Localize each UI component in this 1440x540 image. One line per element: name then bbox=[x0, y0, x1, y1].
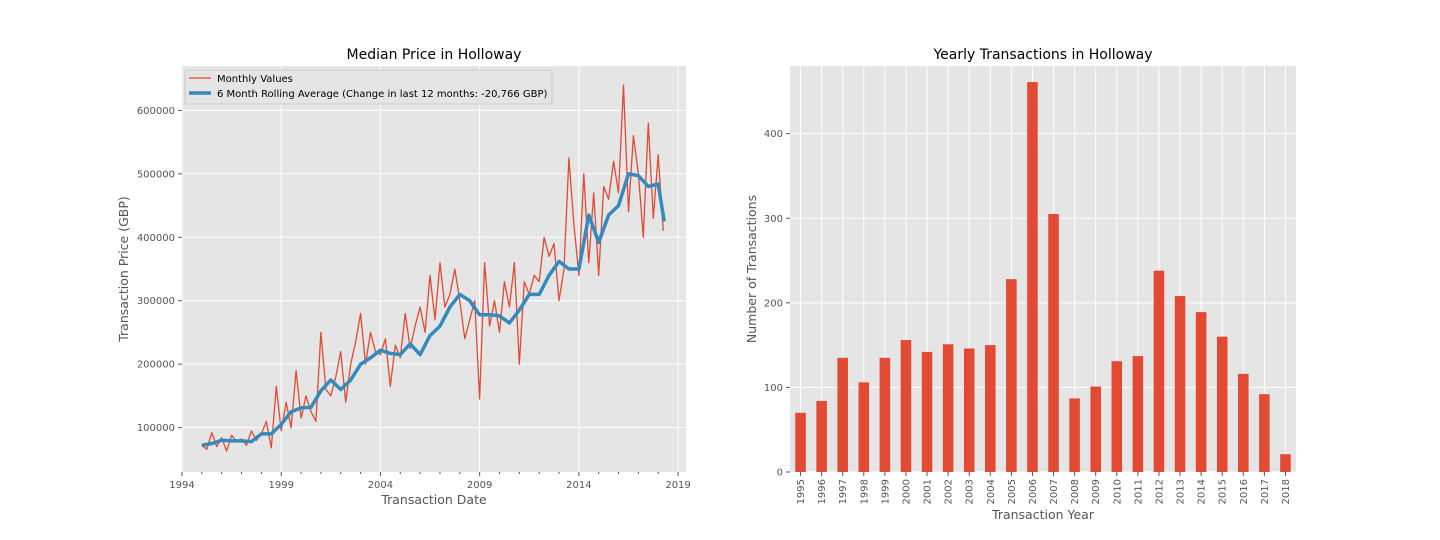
x-tick-label: 2013 bbox=[1176, 479, 1187, 504]
legend-entry-monthly: Monthly Values bbox=[217, 74, 293, 85]
bar-2018 bbox=[1280, 454, 1291, 472]
y-tick-label: 0 bbox=[777, 468, 783, 479]
x-tick-label: 2007 bbox=[1049, 479, 1060, 504]
legend-box bbox=[184, 69, 553, 105]
y-tick-label: 100 bbox=[764, 383, 783, 394]
bar-1995 bbox=[795, 412, 806, 472]
x-tick-label: 1999 bbox=[268, 480, 293, 491]
bar-2006 bbox=[1027, 82, 1038, 472]
chart-title: Yearly Transactions in Holloway bbox=[932, 47, 1152, 63]
y-tick-label: 500000 bbox=[137, 169, 175, 180]
x-tick-label: 2010 bbox=[1112, 479, 1123, 504]
bar-2014 bbox=[1195, 312, 1207, 472]
bars bbox=[795, 82, 1291, 473]
x-tick-label: 1997 bbox=[838, 479, 849, 504]
line-chart-panel: 100000 200000 300000 400000 500000 600000 1994… bbox=[116, 47, 691, 507]
y-tick-label: 200 bbox=[764, 298, 783, 309]
x-tick-label: 2001 bbox=[923, 479, 934, 504]
bar-1996 bbox=[816, 400, 827, 472]
x-tick-label: 2000 bbox=[901, 479, 912, 504]
x-tick-label: 2011 bbox=[1133, 479, 1144, 504]
y-tick-label: 300 bbox=[764, 214, 783, 225]
bar-2005 bbox=[1006, 279, 1017, 472]
legend-entry-rolling: 6 Month Rolling Average (Change in last … bbox=[217, 89, 548, 100]
x-tick-label: 2008 bbox=[1070, 479, 1081, 504]
x-tick-label: 2009 bbox=[467, 480, 492, 491]
bar-2010 bbox=[1111, 361, 1123, 472]
monthly-values-line bbox=[201, 84, 664, 452]
bar-2011 bbox=[1132, 356, 1144, 472]
x-tick-label: 1994 bbox=[169, 480, 194, 491]
bar-2016 bbox=[1238, 373, 1249, 472]
gridlines bbox=[181, 66, 686, 472]
y-axis-label: Number of Transactions bbox=[744, 195, 759, 343]
bar-2013 bbox=[1174, 296, 1186, 472]
x-tick-label: 1998 bbox=[859, 479, 870, 504]
x-tick-label: 1995 bbox=[796, 479, 807, 504]
bar-2007 bbox=[1048, 214, 1059, 473]
x-tick-label: 2003 bbox=[965, 479, 976, 504]
x-tick-label: 2015 bbox=[1218, 479, 1229, 504]
bar-2001 bbox=[921, 351, 933, 472]
x-tick-label: 1996 bbox=[817, 479, 828, 504]
series-group bbox=[201, 84, 666, 452]
bar-2009 bbox=[1090, 386, 1101, 472]
x-tick-label: 2004 bbox=[368, 480, 393, 491]
x-axis-label: Transaction Date bbox=[380, 492, 487, 507]
x-tick-label: 2017 bbox=[1260, 479, 1271, 504]
bar-1997 bbox=[837, 357, 848, 472]
y-tick-label: 200000 bbox=[137, 360, 175, 371]
legend: Monthly Values 6 Month Rolling Average (… bbox=[184, 69, 553, 105]
x-tick-label: 1999 bbox=[880, 479, 891, 504]
x-tick-label: 2018 bbox=[1281, 479, 1292, 504]
bar-2017 bbox=[1259, 394, 1270, 472]
rolling-average-line bbox=[201, 172, 666, 448]
x-tick-label: 2019 bbox=[665, 480, 690, 491]
x-tick-label: 2009 bbox=[1091, 479, 1102, 504]
x-tick-label: 2005 bbox=[1007, 479, 1018, 504]
y-tick-label: 600000 bbox=[137, 106, 175, 117]
bar-chart-panel: 0 100 200 300 400 1995 1996 1997 1998 1999 2000 200… bbox=[744, 47, 1296, 522]
x-tick-label: 2014 bbox=[566, 480, 591, 491]
x-axis-label: Transaction Year bbox=[991, 507, 1095, 522]
y-tick-label: 400000 bbox=[137, 233, 175, 244]
chart-title: Median Price in Holloway bbox=[347, 47, 522, 63]
x-tick-label: 2012 bbox=[1154, 479, 1165, 504]
x-tick-label: 2002 bbox=[944, 479, 955, 504]
bar-2008 bbox=[1069, 398, 1080, 472]
bar-1999 bbox=[879, 357, 891, 472]
bar-2003 bbox=[963, 348, 975, 472]
bar-2002 bbox=[942, 344, 954, 472]
x-tick-label: 2014 bbox=[1197, 479, 1208, 504]
tick-labels: 0 100 200 300 400 1995 1996 1997 1998 1999 2000 200… bbox=[764, 129, 1292, 504]
x-tick-label: 2006 bbox=[1028, 479, 1039, 504]
bar-2000 bbox=[900, 340, 912, 472]
bar-2012 bbox=[1153, 270, 1165, 472]
bar-2015 bbox=[1216, 336, 1228, 472]
bar-2004 bbox=[985, 345, 996, 472]
plot-area bbox=[182, 66, 686, 472]
tick-labels: 100000 200000 300000 400000 500000 600000 1994… bbox=[137, 106, 691, 491]
y-tick-label: 300000 bbox=[137, 296, 175, 307]
y-tick-label: 100000 bbox=[137, 423, 175, 434]
y-axis-label: Transaction Price (GBP) bbox=[116, 196, 131, 343]
y-tick-label: 400 bbox=[764, 129, 783, 140]
x-tick-label: 2004 bbox=[986, 479, 997, 504]
bar-1998 bbox=[858, 382, 870, 472]
x-tick-label: 2016 bbox=[1239, 479, 1250, 504]
